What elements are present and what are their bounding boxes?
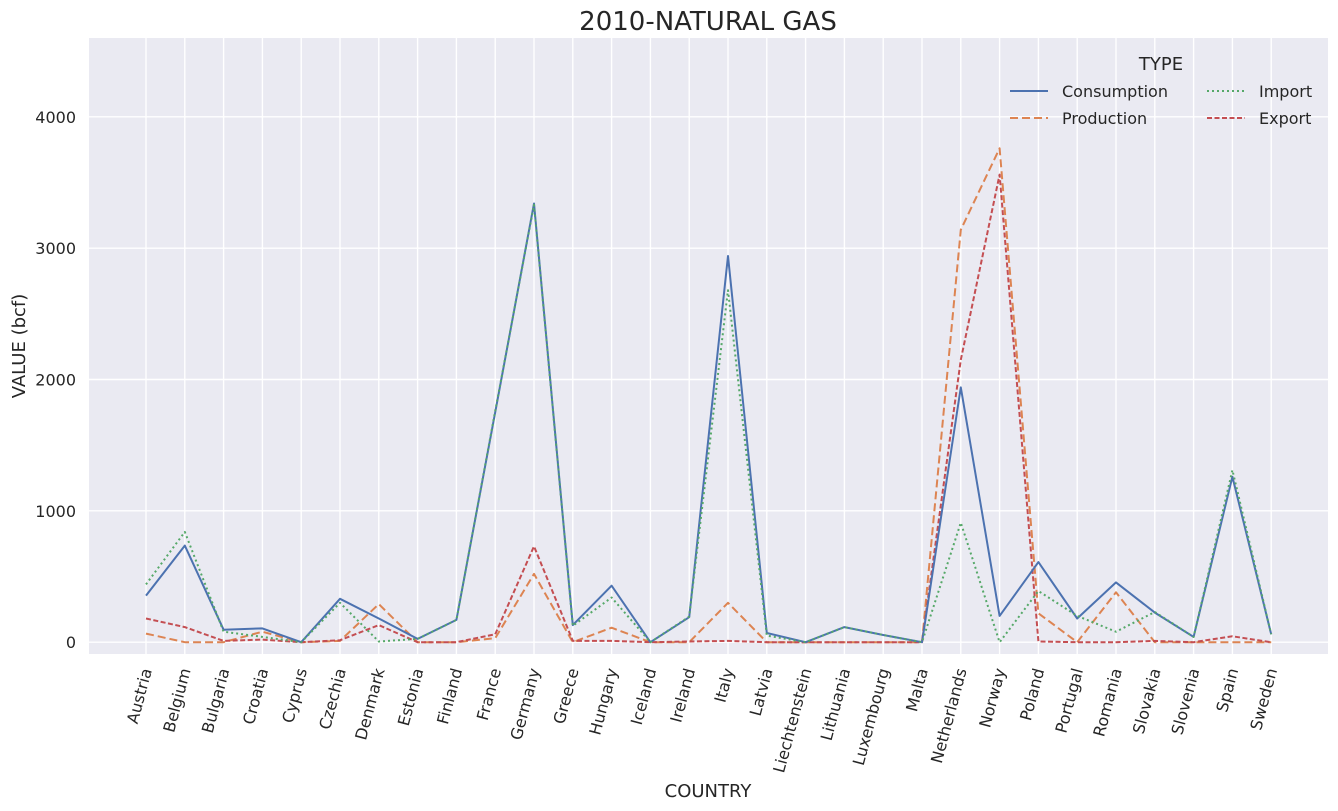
- y-tick-label: 1000: [35, 502, 76, 521]
- x-tick-label: Sweden: [1246, 666, 1281, 732]
- legend: TYPE Consumption Import Production Export: [1010, 54, 1312, 128]
- x-tick-label: Netherlands: [927, 666, 971, 765]
- y-tick-label: 2000: [35, 370, 76, 389]
- x-tick-label: Czechia: [315, 666, 350, 731]
- y-tick-label: 3000: [35, 239, 76, 258]
- x-tick-label: Austria: [123, 666, 156, 726]
- x-tick-label: Belgium: [159, 666, 194, 734]
- x-tick-label: Bulgaria: [198, 666, 234, 735]
- x-tick-label: Romania: [1089, 666, 1125, 739]
- x-tick-label: Finland: [433, 666, 466, 726]
- x-tick-label: Denmark: [351, 665, 389, 742]
- y-tick-label: 0: [66, 633, 76, 652]
- x-tick-label: Slovenia: [1167, 666, 1203, 737]
- x-tick-label: Italy: [711, 666, 738, 704]
- x-tick-label: Croatia: [239, 666, 272, 726]
- x-tick-label: Luxembourg: [849, 666, 893, 767]
- plot-background: [89, 38, 1328, 654]
- legend-label-export: Export: [1259, 109, 1311, 128]
- x-tick-label: Liechtenstein: [769, 666, 815, 775]
- series-line-import: [145, 203, 1273, 644]
- series-line-production: [145, 147, 1272, 644]
- x-tick-label: Hungary: [585, 666, 621, 737]
- x-tick-label: Lithuania: [817, 666, 855, 743]
- y-axis-label: VALUE (bcf): [9, 294, 30, 399]
- x-tick-label: Ireland: [666, 666, 699, 724]
- y-tick-label: 4000: [35, 108, 76, 127]
- y-tick-labels: 0 1000 2000 3000 4000: [35, 108, 76, 652]
- x-tick-label: Malta: [902, 666, 932, 714]
- x-tick-label: Norway: [975, 666, 1009, 730]
- x-tick-labels: Austria Belgium Bulgaria Croatia Cyprus Czech…: [123, 665, 1281, 774]
- x-tick-label: Poland: [1016, 666, 1048, 723]
- x-tick-label: Spain: [1212, 666, 1242, 714]
- x-tick-label: Greece: [550, 666, 583, 726]
- series-line-export: [145, 173, 1272, 644]
- x-tick-label: Slovakia: [1129, 666, 1165, 736]
- x-tick-label: Germany: [506, 666, 543, 742]
- legend-label-production: Production: [1062, 109, 1147, 128]
- legend-label-import: Import: [1259, 82, 1312, 101]
- legend-title: TYPE: [1138, 54, 1183, 75]
- legend-label-consumption: Consumption: [1062, 82, 1168, 101]
- chart-title: 2010-NATURAL GAS: [579, 7, 837, 37]
- x-tick-label: Estonia: [394, 666, 428, 728]
- x-tick-label: Portugal: [1052, 666, 1088, 735]
- series-layer: [145, 147, 1273, 644]
- x-tick-label: Latvia: [746, 666, 777, 718]
- series-line-consumption: [145, 202, 1273, 644]
- x-tick-label: Cyprus: [278, 666, 311, 725]
- x-axis-label: COUNTRY: [665, 781, 753, 802]
- x-tick-label: France: [473, 666, 505, 722]
- x-tick-label: Iceland: [627, 666, 660, 727]
